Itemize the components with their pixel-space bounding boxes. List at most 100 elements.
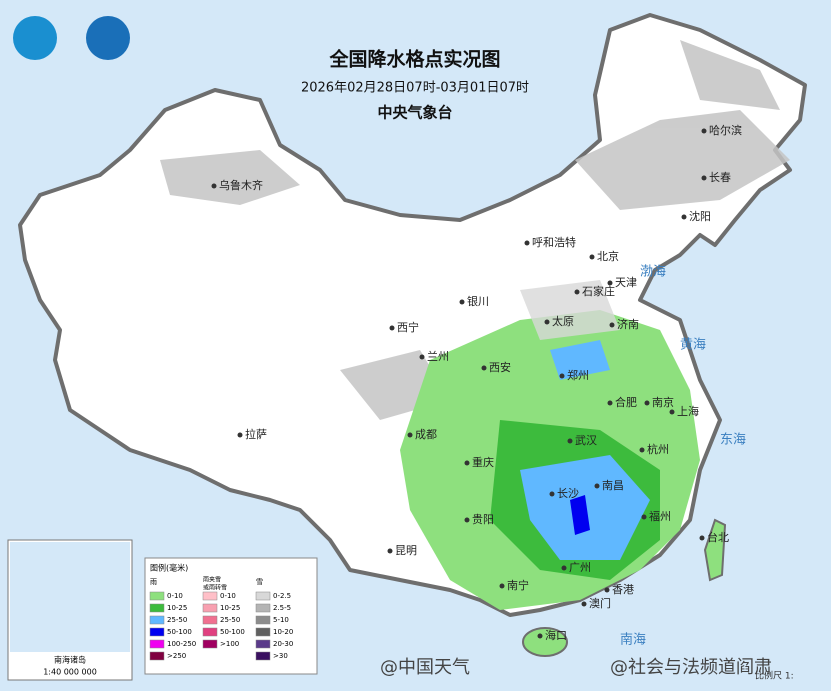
legend-group: 或雨转雪 [203, 584, 227, 592]
city-dot [389, 325, 395, 331]
inset-scale: 1:40 000 000 [43, 668, 97, 677]
legend-label: 20-30 [273, 640, 293, 648]
city-dot [639, 447, 645, 453]
city-label: 澳门 [589, 596, 611, 610]
city-label: 武汉 [575, 434, 597, 447]
city-dot [701, 128, 707, 134]
city-dot [524, 240, 530, 246]
legend-swatch [255, 627, 271, 637]
city-dot [567, 438, 573, 444]
hainan [522, 627, 568, 657]
city-label: 南昌 [602, 479, 624, 492]
city-label: 重庆 [472, 455, 494, 469]
legend-swatch [255, 615, 271, 625]
city-dot [589, 254, 595, 260]
legend-label: 50-100 [220, 628, 245, 636]
legend-label: 0-10 [220, 592, 236, 600]
city-label: 上海 [677, 404, 699, 418]
city-dot [464, 517, 470, 523]
logo [13, 16, 57, 60]
city-label: 长沙 [557, 487, 579, 500]
sea-label: 渤海 [640, 264, 666, 280]
city-dot [604, 587, 610, 593]
city-label: 福州 [649, 509, 671, 523]
legend-swatch [255, 591, 271, 601]
taiwan [703, 518, 727, 582]
city-dot [581, 601, 587, 607]
watermark: @社会与法频道阎肃 [610, 657, 772, 678]
title: 全国降水格点实况图 [328, 48, 500, 71]
legend-label: 0-10 [167, 592, 183, 600]
legend-swatch [202, 615, 218, 625]
legend-label: 10-25 [220, 604, 240, 612]
agency: 中央气象台 [377, 104, 452, 122]
legend-title: 图例(毫米) [150, 563, 188, 573]
legend-swatch [202, 639, 218, 649]
city-dot [211, 183, 217, 189]
city-label: 济南 [617, 317, 639, 331]
legend-swatch [149, 615, 165, 625]
city-label: 郑州 [567, 368, 589, 382]
city-label: 北京 [597, 249, 619, 263]
city-label: 西安 [489, 360, 511, 374]
city-dot [699, 535, 705, 541]
legend-label: 100-250 [167, 640, 196, 648]
precip-rain [400, 280, 700, 610]
city-dot [237, 432, 243, 438]
city-label: 西宁 [397, 320, 419, 334]
city-label: 合肥 [615, 395, 637, 409]
sea-label: 黄海 [680, 338, 706, 353]
city-label: 广州 [569, 561, 591, 574]
city-dot [607, 400, 613, 406]
city-dot [407, 432, 413, 438]
legend-label: 10-20 [273, 628, 293, 636]
city-dot [701, 175, 707, 181]
city-dot [644, 400, 650, 406]
city-dot [609, 322, 615, 328]
legend-label: >250 [167, 652, 186, 660]
city-label: 成都 [415, 428, 437, 441]
city-label: 乌鲁木齐 [219, 178, 263, 192]
legend-group: 雨夹雪 [203, 576, 221, 584]
legend-label: 0-2.5 [273, 592, 291, 600]
legend [144, 557, 318, 675]
sea-label: 东海 [720, 433, 746, 448]
city-label: 哈尔滨 [709, 123, 742, 137]
city-dot [607, 280, 613, 286]
legend-swatch [255, 651, 271, 661]
inset-sea [10, 542, 130, 652]
city-dot [544, 319, 550, 325]
city-dot [499, 583, 505, 589]
city-label: 兰州 [427, 350, 449, 363]
city-label: 台北 [707, 530, 729, 544]
city-dot [387, 548, 393, 554]
legend-swatch [149, 627, 165, 637]
city-label: 石家庄 [582, 284, 615, 298]
city-dot [561, 565, 567, 571]
city-label: 长春 [709, 171, 731, 184]
sea-label: 南海 [620, 632, 646, 648]
legend-swatch [255, 639, 271, 649]
legend-group: 雪 [256, 578, 263, 586]
logo [86, 16, 130, 60]
subtitle: 2026年02月28日07时-03月01日07时 [301, 81, 529, 96]
city-dot [481, 365, 487, 371]
city-dot [537, 633, 543, 639]
legend-label: 2.5-5 [273, 604, 291, 612]
legend-label: >100 [220, 640, 239, 648]
scale-label: 比例尺 1: [755, 670, 794, 682]
city-dot [574, 289, 580, 295]
city-dot [594, 483, 600, 489]
legend-swatch [149, 591, 165, 601]
city-label: 杭州 [647, 442, 669, 456]
city-label: 南京 [652, 395, 674, 409]
city-dot [669, 409, 675, 415]
city-label: 拉萨 [245, 427, 267, 441]
city-label: 天津 [615, 276, 637, 289]
city-label: 银川 [467, 294, 489, 308]
city-dot [641, 514, 647, 520]
city-label: 香港 [612, 583, 634, 596]
city-dot [559, 373, 565, 379]
city-label: 海口 [545, 628, 567, 642]
